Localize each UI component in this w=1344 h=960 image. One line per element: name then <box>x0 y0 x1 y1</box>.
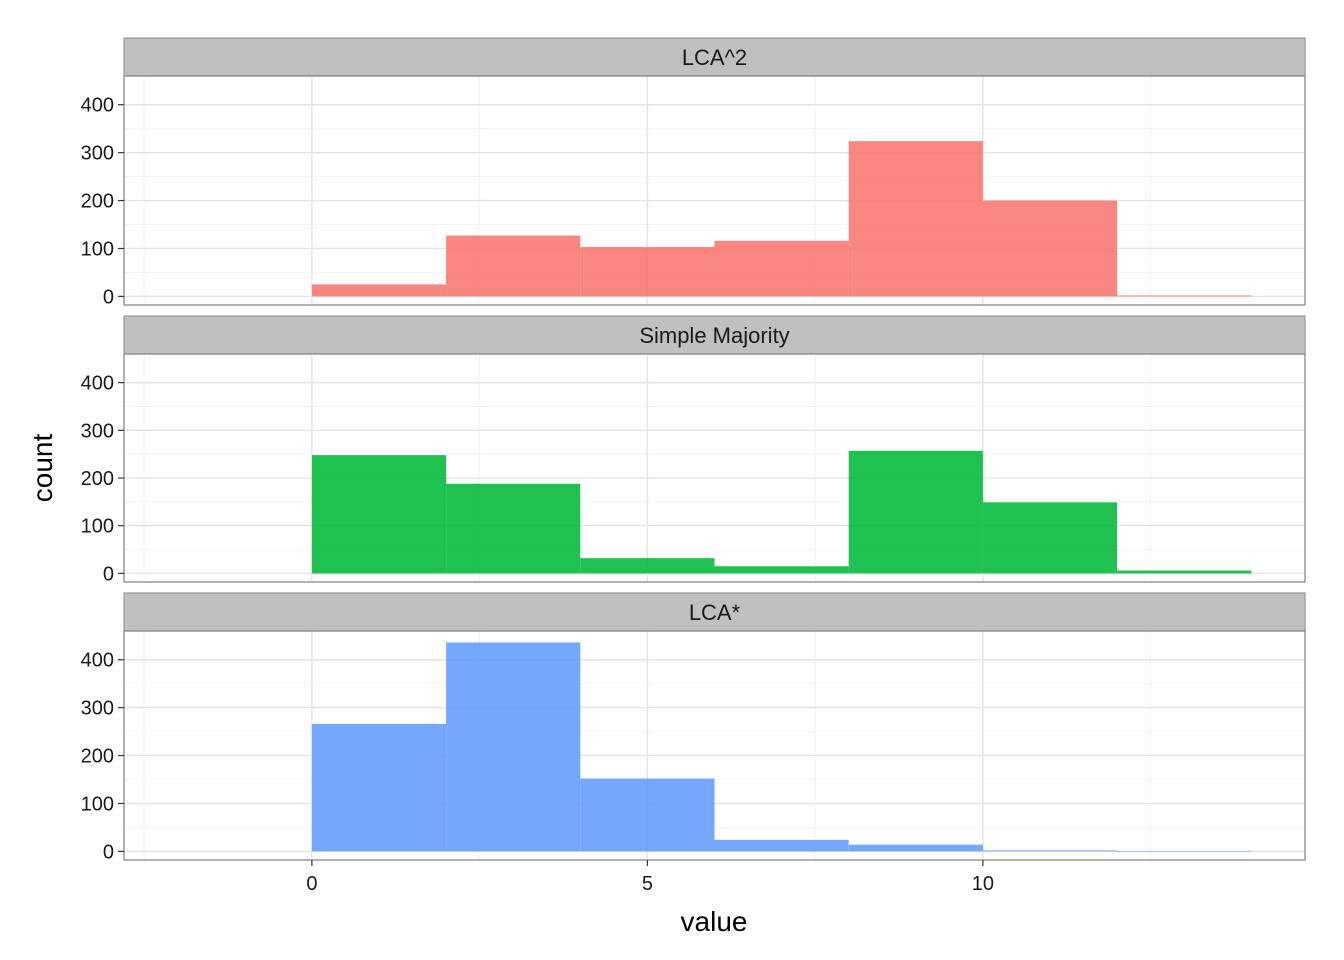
x-axis: 0 5 10 <box>306 860 994 895</box>
y-tick-label: 200 <box>81 746 114 768</box>
y-tick-label: 200 <box>81 468 114 490</box>
facet-panel: LCA^2 0 100 200 300 400 <box>81 37 1306 308</box>
y-tick-label: 300 <box>81 698 114 720</box>
histogram-bar <box>446 642 581 852</box>
histogram-bar <box>311 284 447 297</box>
y-tick-label: 100 <box>81 238 114 260</box>
histogram-bar <box>714 240 849 297</box>
y-tick-label: 0 <box>103 841 114 863</box>
y-axis-title: count <box>27 434 58 503</box>
x-tick-label: 5 <box>642 873 653 895</box>
facet-panel: LCA* 0 100 200 300 400 <box>81 592 1306 863</box>
histogram-bar <box>446 235 581 297</box>
y-tick-label: 200 <box>81 191 114 213</box>
histogram-bar <box>848 450 983 574</box>
x-axis-title: value <box>681 906 748 937</box>
histogram-bar <box>446 483 581 574</box>
y-tick-label: 400 <box>81 373 114 395</box>
histogram-bar <box>714 566 849 574</box>
y-tick-label: 0 <box>103 563 114 585</box>
histogram-bar <box>848 844 983 852</box>
histogram-bar <box>580 778 715 852</box>
histogram-bar <box>714 839 849 852</box>
x-tick-label: 0 <box>306 873 317 895</box>
histogram-bar <box>311 455 447 574</box>
plot-background <box>124 354 1305 582</box>
panel-border <box>123 353 1306 583</box>
facet-strip <box>123 37 1306 77</box>
y-tick-label: 100 <box>81 793 114 815</box>
histogram-bar <box>982 200 1118 297</box>
panels: LCA^2 0 100 200 300 400 Simple Majority 0 100 200… <box>81 37 1306 863</box>
x-tick-label: 10 <box>972 873 994 895</box>
y-tick-label: 100 <box>81 516 114 538</box>
facet-strip-label: LCA^2 <box>682 45 747 70</box>
y-tick-label: 0 <box>103 286 114 308</box>
panel-border <box>123 630 1306 861</box>
facet-strip <box>123 315 1306 355</box>
histogram-bar <box>982 850 1118 852</box>
facet-strip <box>123 592 1306 632</box>
y-tick-label: 400 <box>81 650 114 672</box>
y-tick-label: 400 <box>81 95 114 117</box>
histogram-bar <box>1117 295 1252 297</box>
histogram-bar <box>580 558 715 574</box>
y-tick-label: 300 <box>81 420 114 442</box>
facet-strip-label: LCA* <box>689 600 741 625</box>
y-tick-label: 300 <box>81 143 114 165</box>
histogram-bar <box>848 141 983 297</box>
facet-strip-label: Simple Majority <box>639 323 789 348</box>
histogram-bar <box>1117 851 1252 852</box>
histogram-bar <box>311 723 447 852</box>
histogram-bar <box>982 502 1118 574</box>
panel-border <box>123 75 1306 306</box>
histogram-bar <box>1117 570 1252 574</box>
facet-panel: Simple Majority 0 100 200 300 400 <box>81 315 1306 585</box>
histogram-bar <box>580 247 715 297</box>
